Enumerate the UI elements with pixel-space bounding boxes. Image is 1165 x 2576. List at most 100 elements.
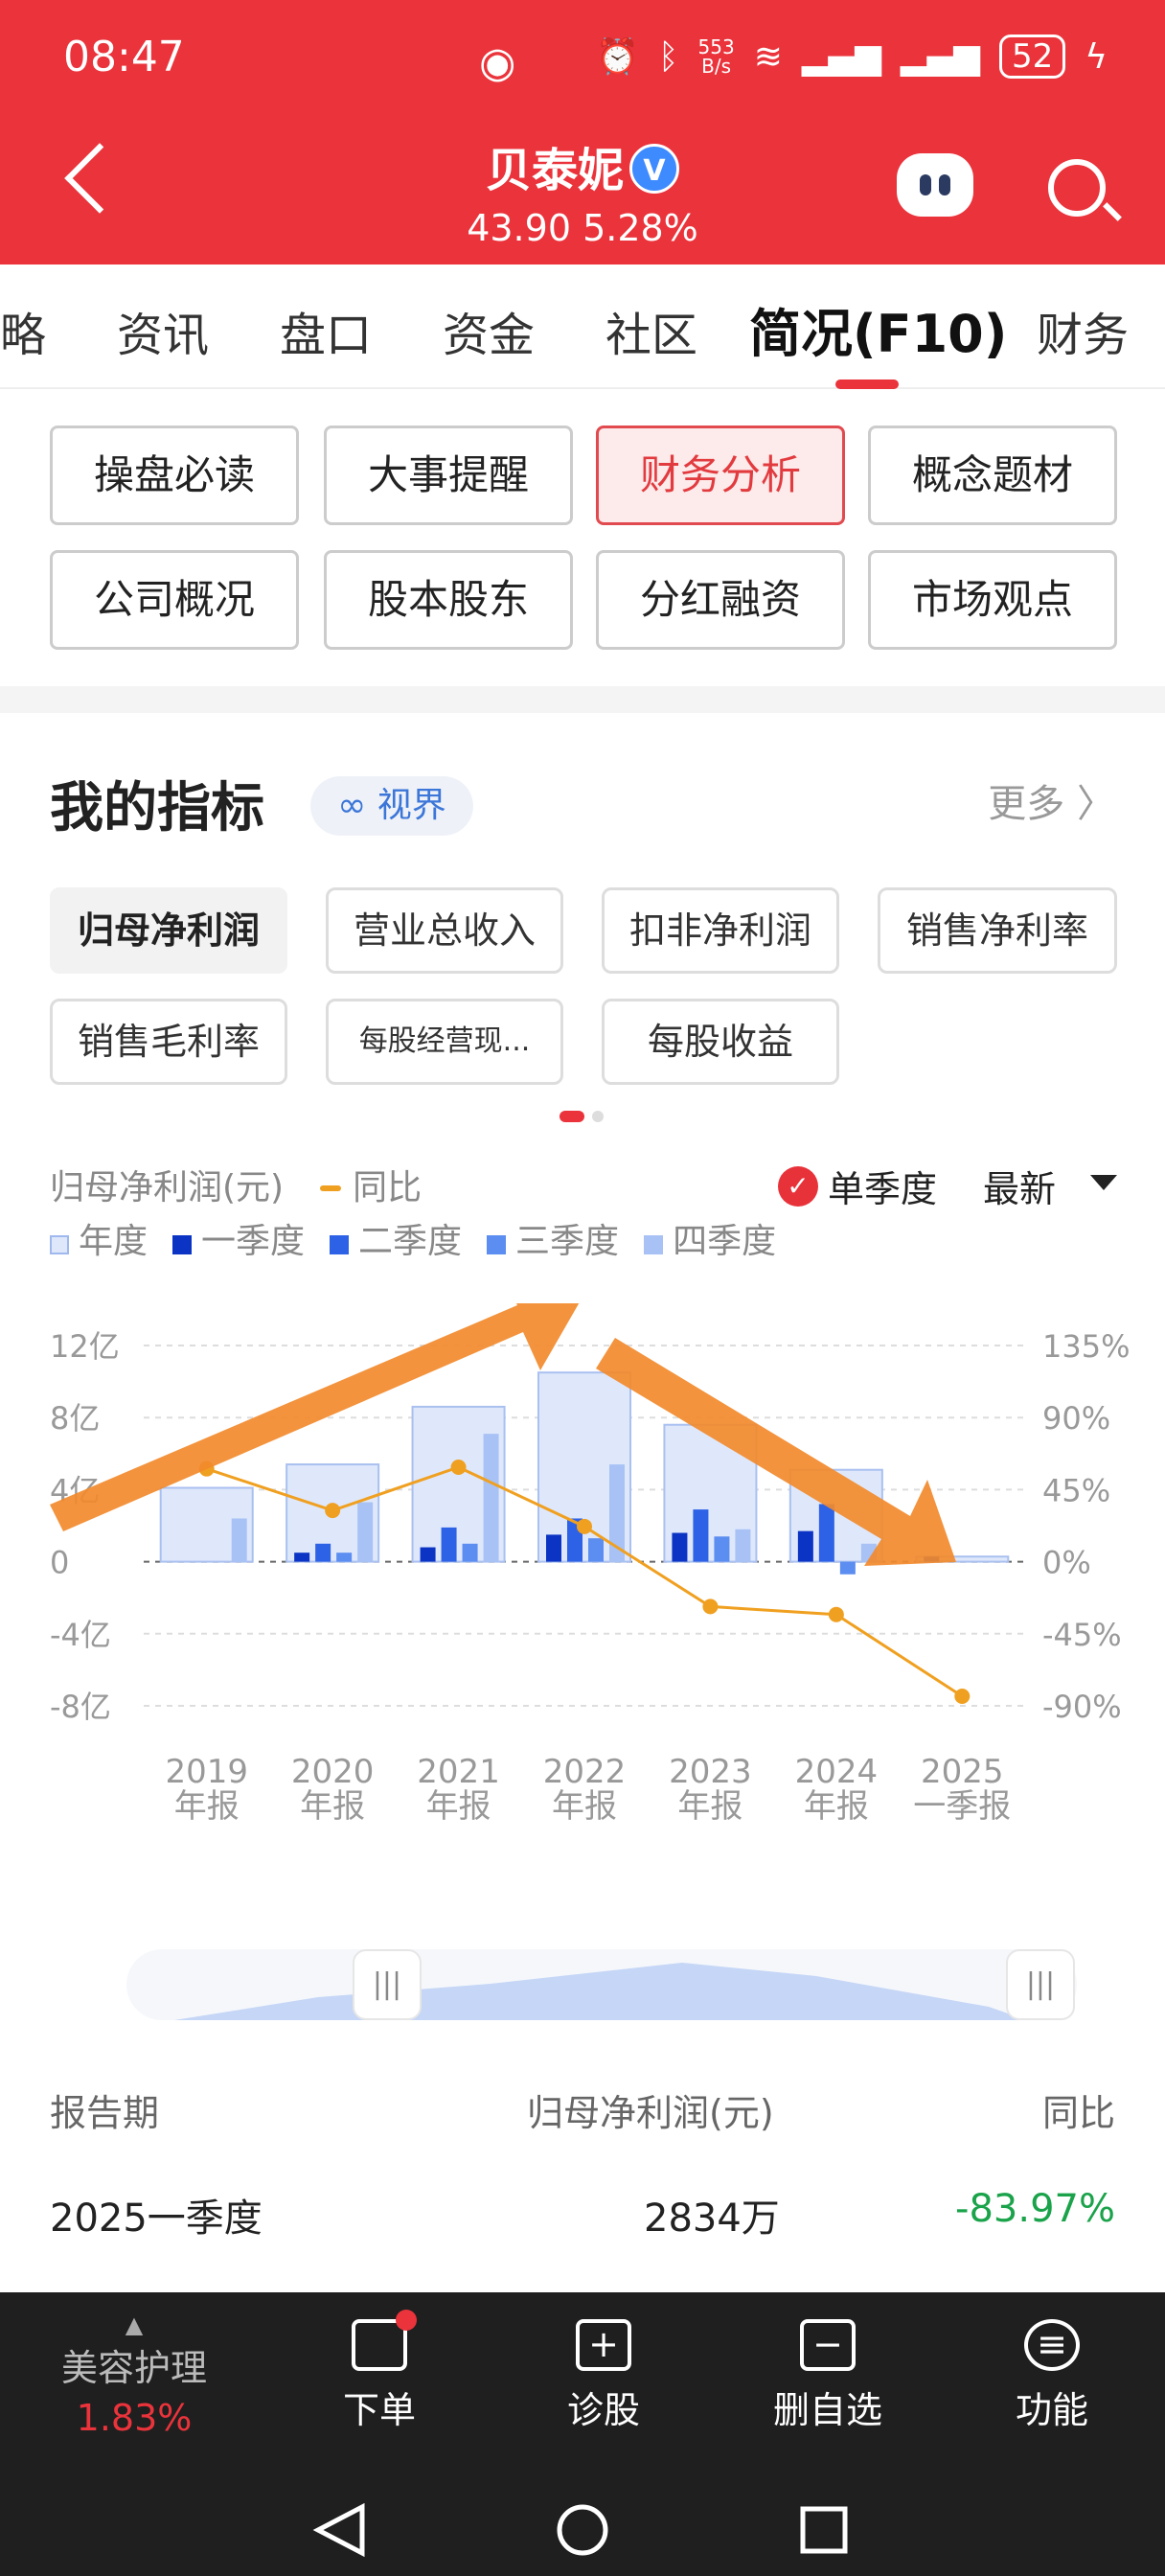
f10-button-financial[interactable]: 财务分析: [596, 426, 845, 525]
functions-button[interactable]: ≡ 功能: [975, 2319, 1129, 2433]
bar-q2[interactable]: [818, 1504, 834, 1562]
more-link[interactable]: 更多 〉: [988, 782, 1115, 826]
bluetooth-icon: ᛒ: [657, 36, 679, 77]
legend-q2[interactable]: 二季度: [330, 1213, 462, 1263]
yoy-point[interactable]: [702, 1598, 719, 1615]
tab-finance[interactable]: 财务: [1037, 309, 1130, 362]
order-icon: [352, 2310, 417, 2371]
legend-q3[interactable]: 三季度: [487, 1213, 619, 1263]
status-icons: ⏰ ᛒ 553 B/s ≋ ▂▄▆ ▂▄▆ 52 ϟ: [596, 34, 1108, 79]
diagnose-button[interactable]: + 诊股: [527, 2319, 680, 2433]
infinity-icon: ∞: [337, 786, 377, 825]
x-tick-label: 2023: [669, 1753, 752, 1791]
metric-tab-revenue[interactable]: 营业总收入: [326, 887, 563, 974]
yoy-point[interactable]: [577, 1518, 592, 1534]
bar-q1[interactable]: [672, 1532, 688, 1562]
bar-q3[interactable]: [714, 1536, 730, 1562]
wifi-icon: ≋: [753, 36, 783, 77]
f10-button-company[interactable]: 公司概况: [50, 550, 299, 650]
network-speed: 553 B/s: [697, 35, 735, 78]
y-tick-left: 12亿: [50, 1328, 120, 1365]
slider-overview: [174, 1963, 1027, 2020]
yoy-point[interactable]: [828, 1606, 844, 1622]
tab-market[interactable]: 盘口: [280, 309, 373, 362]
bar-q4[interactable]: [231, 1518, 247, 1562]
x-tick-label: 2025: [921, 1753, 1004, 1791]
y-tick-left: 0: [50, 1545, 69, 1581]
x-tick-label: 年报: [300, 1787, 365, 1826]
status-time: 08:47: [63, 33, 185, 81]
legend-annual[interactable]: 年度: [50, 1213, 148, 1263]
latest-dropdown[interactable]: 最新: [983, 1160, 1118, 1212]
bar-q2[interactable]: [315, 1543, 331, 1562]
tab-community[interactable]: 社区: [605, 309, 698, 362]
bar-q1[interactable]: [546, 1534, 561, 1562]
tab-funds[interactable]: 资金: [443, 309, 536, 362]
yoy-point[interactable]: [450, 1460, 467, 1476]
y-tick-left: 8亿: [50, 1400, 100, 1437]
slider-handle-right[interactable]: |||: [1006, 1949, 1075, 2020]
f10-button-events[interactable]: 大事提醒: [324, 426, 573, 525]
order-button[interactable]: 下单: [303, 2310, 456, 2433]
bar-q4[interactable]: [357, 1502, 374, 1562]
x-tick-label: 2019: [165, 1753, 248, 1791]
x-tick-label: 一季报: [913, 1787, 1011, 1826]
single-quarter-toggle[interactable]: ✓ 单季度: [778, 1160, 937, 1212]
range-slider[interactable]: [126, 1949, 1077, 2020]
system-home-icon[interactable]: [557, 2504, 608, 2556]
y-tick-right: -45%: [1042, 1617, 1122, 1653]
bar-q4[interactable]: [483, 1434, 499, 1562]
slider-handle-left[interactable]: |||: [353, 1949, 422, 2020]
y-tick-right: 45%: [1042, 1472, 1110, 1508]
f10-button-concepts[interactable]: 概念题材: [868, 426, 1117, 525]
arrow-up-icon: ▲: [125, 2312, 144, 2338]
search-icon[interactable]: [1048, 159, 1106, 217]
bar-q1[interactable]: [294, 1552, 310, 1562]
bar-q4[interactable]: [735, 1529, 751, 1562]
metric-tab-deducted-profit[interactable]: 扣非净利润: [602, 887, 839, 974]
metric-tab-net-profit[interactable]: 归母净利润: [50, 887, 287, 974]
bar-q3[interactable]: [336, 1552, 353, 1562]
f10-button-dividends[interactable]: 分红融资: [596, 550, 845, 650]
header-period: 报告期: [50, 2092, 160, 2134]
sector-indicator[interactable]: ▲ 美容护理 1.83%: [57, 2312, 211, 2439]
f10-button-views[interactable]: 市场观点: [868, 550, 1117, 650]
remove-watchlist-button[interactable]: − 删自选: [751, 2319, 904, 2433]
f10-button-trading[interactable]: 操盘必读: [50, 426, 299, 525]
bar-q3[interactable]: [839, 1561, 856, 1575]
bar-q1[interactable]: [420, 1547, 436, 1562]
legend-q4[interactable]: 四季度: [644, 1213, 776, 1263]
yoy-line-swatch: [320, 1185, 342, 1191]
system-back-icon[interactable]: [312, 2502, 365, 2558]
system-recents-icon[interactable]: [800, 2506, 848, 2554]
legend-q1[interactable]: 一季度: [172, 1213, 305, 1263]
bar-q2[interactable]: [441, 1527, 457, 1562]
metric-tab-cashflow[interactable]: 每股经营现...: [326, 999, 563, 1085]
yoy-point[interactable]: [325, 1503, 341, 1519]
view-pill[interactable]: ∞ 视界: [310, 776, 473, 836]
tab-f10[interactable]: 简况(F10): [749, 304, 1008, 364]
yoy-point[interactable]: [954, 1688, 971, 1704]
bar-q4[interactable]: [609, 1464, 625, 1562]
bar-q3[interactable]: [588, 1538, 604, 1562]
row-yoy: -83.97%: [955, 2187, 1115, 2231]
page-dots: [560, 1106, 611, 1124]
bar-q1[interactable]: [797, 1530, 813, 1562]
stock-title: 贝泰妮 V: [0, 132, 1165, 199]
tab-news[interactable]: 资讯: [117, 309, 210, 362]
profit-chart: 12亿 135%8亿 90%4亿 45%0 0%-4亿 -45%-8亿 -90% 2019年…: [50, 1303, 1130, 1826]
y-tick-left: -4亿: [50, 1617, 111, 1653]
f10-button-shareholders[interactable]: 股本股东: [324, 550, 573, 650]
tab-strategy[interactable]: 略: [0, 309, 47, 362]
metric-tab-eps[interactable]: 每股收益: [602, 999, 839, 1085]
bar-q2[interactable]: [693, 1509, 709, 1562]
robot-assistant-icon[interactable]: [897, 153, 973, 217]
signal-icon: ▂▄▆: [801, 36, 881, 77]
metric-tab-net-margin[interactable]: 销售净利率: [878, 887, 1117, 974]
bar-q3[interactable]: [462, 1543, 478, 1562]
metric-tab-gross-margin[interactable]: 销售毛利率: [50, 999, 287, 1085]
alarm-icon: ⏰: [596, 37, 639, 77]
x-tick-label: 年报: [426, 1787, 491, 1826]
minus-icon: −: [800, 2319, 856, 2371]
check-icon: ✓: [778, 1165, 818, 1207]
